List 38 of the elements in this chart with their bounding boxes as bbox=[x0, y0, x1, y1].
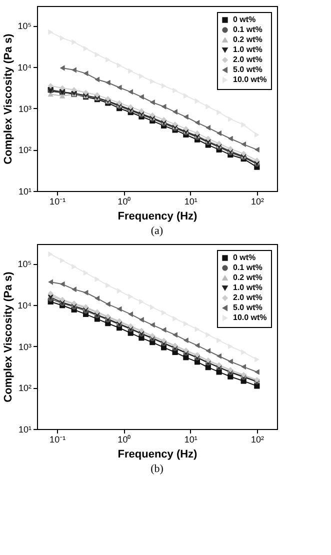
x-tick-label: 10² bbox=[250, 196, 264, 206]
x-axis-title: Frequency (Hz) bbox=[118, 210, 198, 222]
y-tick-label: 10⁴ bbox=[18, 62, 32, 73]
x-axis-title: Frequency (Hz) bbox=[118, 448, 198, 460]
y-tick-label: 10¹ bbox=[18, 186, 32, 196]
y-tick-label: 10³ bbox=[18, 104, 32, 114]
y-tick-label: 10⁴ bbox=[18, 300, 32, 311]
x-tick-label: 10⁻¹ bbox=[50, 196, 66, 206]
legend-label: 0 wt% bbox=[233, 253, 256, 262]
y-tick-label: 10⁵ bbox=[18, 259, 32, 270]
y-axis-title: Complex Viscosity (Pa s) bbox=[2, 33, 15, 164]
x-tick-label: 10⁰ bbox=[118, 434, 131, 444]
legend-label: 2.0 wt% bbox=[233, 293, 262, 302]
legend-label: 2.0 wt% bbox=[233, 55, 262, 64]
y-tick-label: 10² bbox=[18, 145, 32, 156]
legend-label: 1.0 wt% bbox=[233, 45, 262, 54]
legend-label: 5.0 wt% bbox=[233, 65, 262, 74]
x-tick-label: 10² bbox=[250, 434, 264, 444]
legend-label: 5.0 wt% bbox=[233, 303, 262, 312]
y-tick-label: 10¹ bbox=[18, 424, 32, 434]
y-tick-label: 10⁵ bbox=[18, 21, 32, 32]
legend-label: 0.1 wt% bbox=[233, 263, 262, 272]
legend-label: 10.0 wt% bbox=[233, 75, 267, 84]
text: (a) bbox=[150, 225, 164, 237]
legend-label: 0 wt% bbox=[233, 15, 256, 24]
legend-label: 0.2 wt% bbox=[233, 273, 262, 282]
y-axis-title: Complex Viscosity (Pa s) bbox=[2, 271, 15, 402]
legend-label: 10.0 wt% bbox=[233, 313, 267, 322]
legend-label: 1.0 wt% bbox=[233, 283, 262, 292]
x-tick-label: 10⁻¹ bbox=[50, 434, 66, 444]
legend-label: 0.1 wt% bbox=[233, 25, 262, 34]
y-tick-label: 10² bbox=[18, 383, 32, 394]
y-tick-label: 10³ bbox=[18, 342, 32, 352]
legend-label: 0.2 wt% bbox=[233, 35, 262, 44]
x-tick-label: 10⁰ bbox=[118, 196, 131, 206]
x-tick-label: 10¹ bbox=[184, 434, 198, 444]
text: (b) bbox=[150, 463, 164, 475]
x-tick-label: 10¹ bbox=[184, 196, 198, 206]
